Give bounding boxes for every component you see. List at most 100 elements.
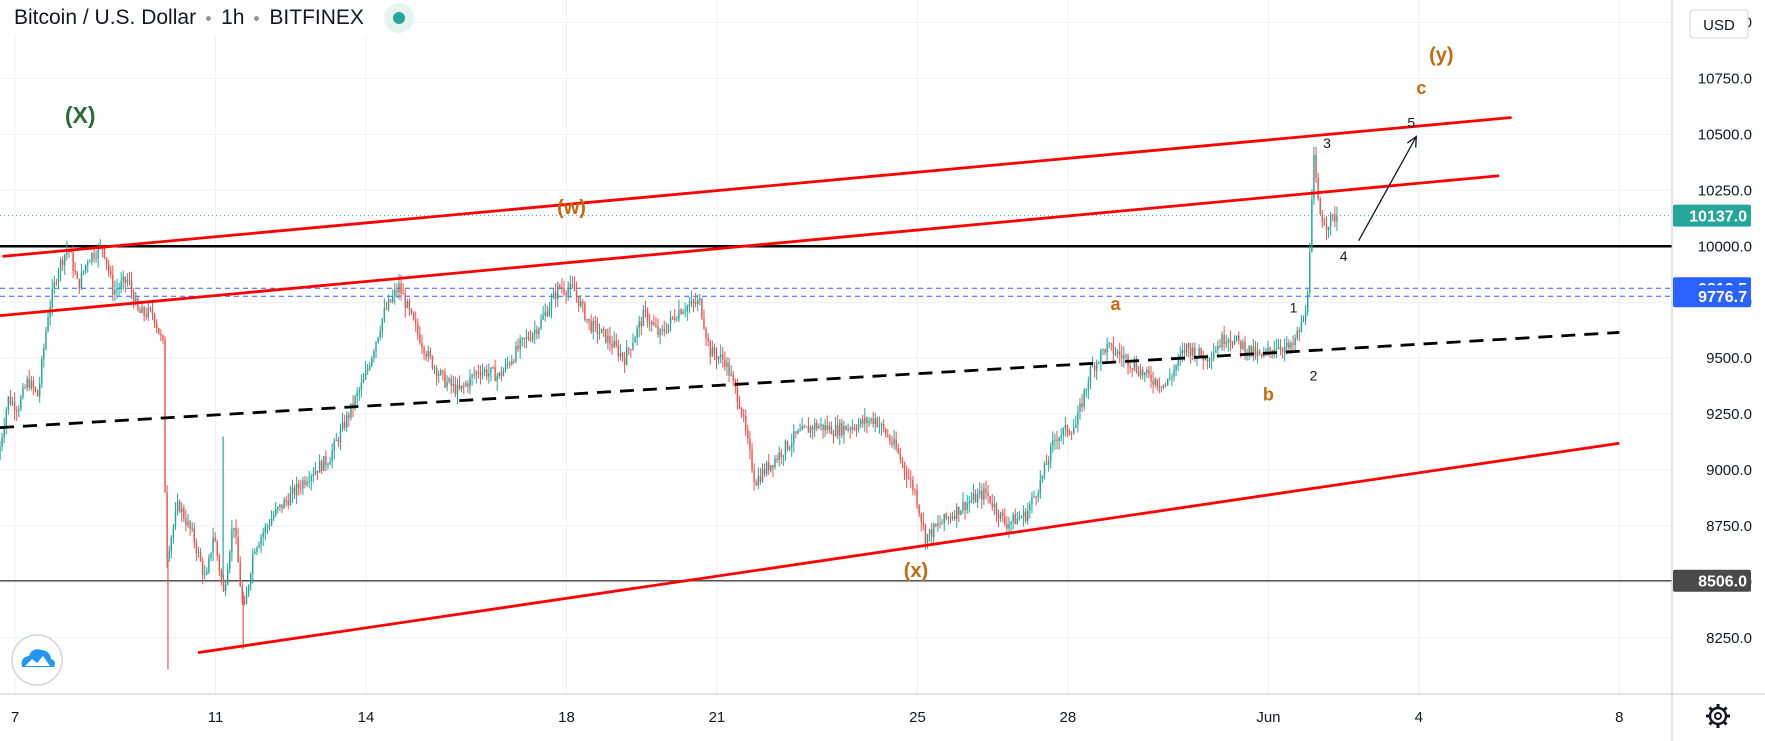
candle-body: [126, 279, 129, 283]
candle-body: [962, 501, 964, 511]
inner-channel-line: [0, 174, 1500, 318]
candle-body: [488, 373, 490, 377]
candle-body: [972, 493, 975, 501]
wave-label: 4: [1340, 248, 1348, 264]
wave-label: 1: [1290, 300, 1298, 316]
candle-body: [801, 426, 803, 431]
candle-body: [57, 271, 60, 283]
candle-body: [989, 496, 991, 503]
candle-body: [93, 252, 95, 259]
candle-body: [1200, 348, 1202, 357]
candle-body: [1334, 214, 1336, 222]
candle-body: [1024, 511, 1027, 522]
candle-body: [786, 440, 789, 450]
currency-tag[interactable]: [1689, 9, 1749, 39]
candle-body: [1286, 342, 1288, 347]
candle-body: [404, 294, 406, 308]
candle-body: [653, 322, 655, 325]
candle-body: [1240, 340, 1242, 349]
candle-body: [1325, 225, 1328, 231]
candle-body: [632, 342, 634, 350]
candle-body: [465, 383, 467, 386]
candle-body: [1212, 352, 1215, 359]
candle-body: [976, 494, 979, 503]
candle-body: [1150, 374, 1152, 382]
cloud-logo-icon[interactable]: [11, 634, 63, 686]
candle-body: [912, 479, 914, 490]
candle-body: [1095, 362, 1098, 371]
candle-body: [874, 418, 877, 424]
candle-body: [870, 418, 872, 421]
candle-body: [872, 418, 874, 424]
candle-body: [394, 290, 396, 296]
time-axis[interactable]: 7 11 14 18 21 25 28 Jun 4 8: [11, 709, 1624, 726]
candle-body: [1269, 347, 1271, 351]
wave-b-line-line: [0, 331, 1620, 429]
candle-body: [396, 290, 398, 293]
candle-body: [699, 298, 701, 301]
candle-body: [1215, 350, 1217, 353]
candle-body: [164, 340, 166, 493]
candle-body: [853, 427, 856, 430]
gear-icon[interactable]: [1706, 704, 1730, 728]
candle-body: [124, 276, 127, 283]
candle-body: [1304, 312, 1307, 322]
candle-body: [557, 285, 559, 300]
candle-body: [661, 328, 663, 330]
candle-body: [630, 349, 632, 351]
candle-body: [761, 469, 764, 482]
candle-body: [302, 480, 304, 489]
candle-body: [120, 281, 122, 288]
candle-body: [59, 259, 62, 272]
candle-body: [862, 419, 864, 424]
candle-body: [586, 318, 588, 321]
candle-body: [895, 439, 897, 449]
candle-body: [887, 434, 889, 437]
candle-body: [235, 527, 237, 537]
candle-body: [381, 318, 384, 332]
market-status-dot-icon[interactable]: [383, 3, 414, 33]
candle-body: [1225, 342, 1227, 345]
candle-body: [803, 426, 805, 428]
candle-body: [617, 345, 620, 356]
candle-body: [220, 570, 223, 580]
candle-body: [868, 420, 870, 424]
candle-body: [763, 469, 766, 474]
candle-body: [373, 351, 375, 358]
candle-body: [316, 470, 319, 473]
candle-body: [1273, 349, 1275, 353]
candle-body: [410, 309, 413, 313]
time-tick-label: 21: [709, 709, 726, 726]
candle-body: [559, 285, 561, 288]
candle-body: [642, 309, 645, 327]
candle-body: [981, 490, 983, 500]
candle-body: [233, 527, 235, 530]
candle-body: [1194, 347, 1196, 359]
candle-body: [1108, 343, 1110, 345]
candle-body: [149, 307, 152, 309]
candle-body: [651, 322, 653, 325]
candle-body: [145, 314, 147, 318]
candle-body: [26, 379, 28, 388]
candle-body: [579, 301, 582, 307]
candle-body: [1016, 518, 1019, 525]
candle-body: [258, 544, 260, 548]
candle-body: [437, 374, 440, 377]
candle-body: [646, 309, 649, 323]
candle-body: [1129, 366, 1131, 369]
candle-body: [116, 288, 118, 290]
symbol-header[interactable]: Bitcoin / U.S. Dollar 1h BITFINEX: [0, 0, 414, 36]
candle-body: [891, 441, 893, 445]
candle-body: [1254, 346, 1257, 357]
candle-body: [548, 308, 551, 316]
candle-body: [151, 308, 154, 315]
candle-body: [742, 415, 745, 417]
candle-body: [454, 383, 457, 395]
candle-body: [768, 462, 770, 471]
candle-body: [945, 513, 948, 519]
candle-body: [1321, 214, 1324, 223]
candle-body: [960, 510, 962, 515]
candle-body: [103, 248, 106, 258]
candle-body: [692, 300, 695, 303]
